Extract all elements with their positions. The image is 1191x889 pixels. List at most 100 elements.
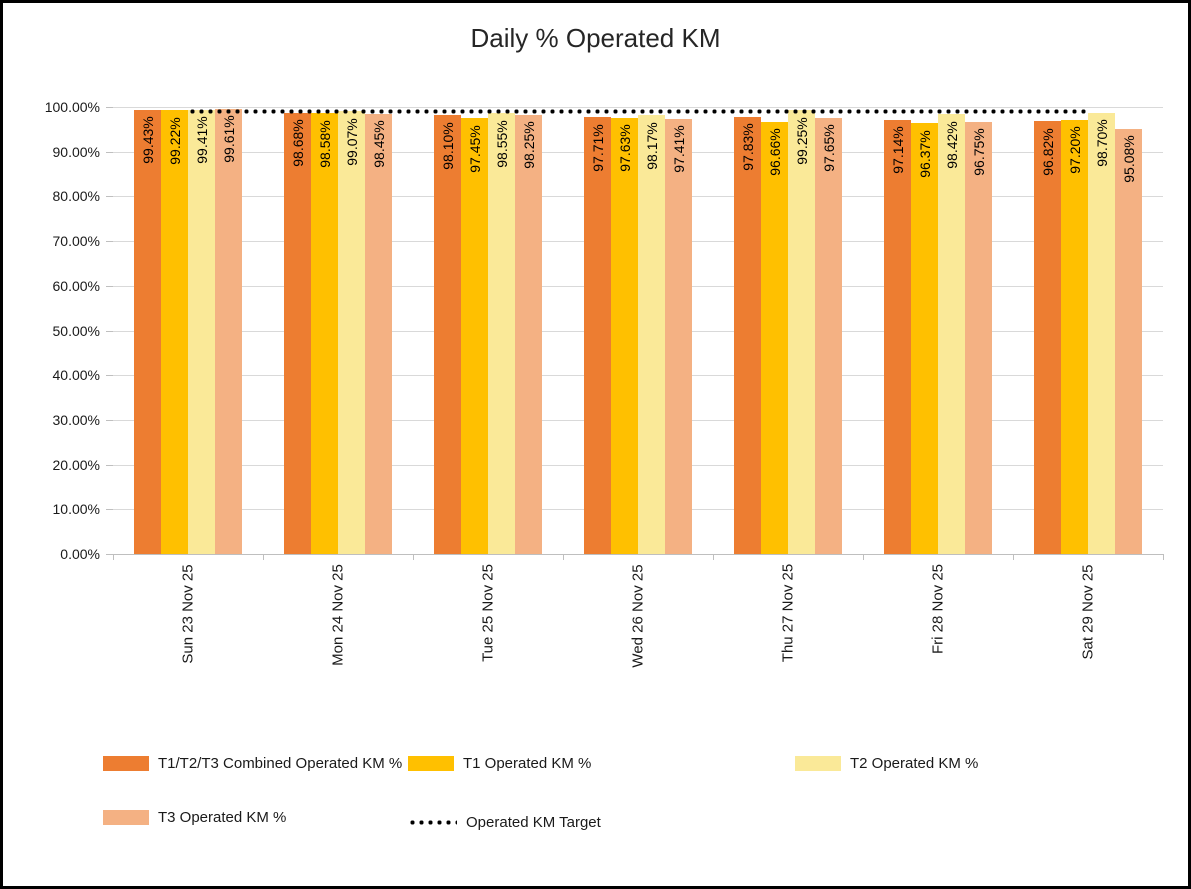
data-label: 97.65% — [820, 124, 837, 172]
data-label: 99.43% — [139, 116, 156, 164]
bar — [911, 123, 938, 554]
bar — [884, 119, 911, 554]
target-line-swatch — [408, 820, 457, 825]
data-label: 99.07% — [343, 117, 360, 166]
x-axis-tick — [113, 554, 114, 560]
data-label: 97.83% — [739, 123, 756, 171]
data-label: 97.20% — [1066, 126, 1083, 174]
y-axis-tick — [106, 554, 113, 555]
legend-item: T1/T2/T3 Combined Operated KM % — [103, 755, 402, 772]
bar — [665, 118, 692, 554]
data-label: 99.61% — [220, 115, 237, 163]
bar — [938, 114, 965, 554]
data-label: 96.75% — [970, 128, 987, 176]
data-label: 95.08% — [1120, 135, 1137, 184]
bar — [1088, 112, 1115, 554]
legend-label: T1 Operated KM % — [463, 755, 592, 772]
y-axis-label: 50.00% — [52, 322, 100, 339]
bar — [188, 109, 215, 554]
y-axis-label: 30.00% — [52, 411, 100, 428]
x-axis-tick — [413, 554, 414, 560]
legend-swatch — [103, 810, 149, 825]
data-label: 96.66% — [766, 128, 783, 177]
bar — [488, 113, 515, 554]
legend-label: T3 Operated KM % — [158, 809, 287, 826]
y-axis-tick — [106, 196, 113, 198]
y-axis-tick — [106, 285, 113, 287]
data-label: 98.55% — [493, 120, 510, 168]
bar — [311, 113, 338, 554]
y-axis-tick — [106, 419, 113, 421]
bar — [338, 111, 365, 554]
y-axis-label: 80.00% — [52, 188, 100, 205]
data-label: 97.14% — [889, 126, 906, 175]
y-axis-tick — [106, 509, 113, 511]
x-axis-line — [113, 554, 1164, 555]
legend-label: T2 Operated KM % — [850, 755, 979, 772]
legend-item: T3 Operated KM % — [103, 809, 286, 826]
data-label: 99.25% — [793, 117, 810, 165]
y-axis-tick — [106, 151, 113, 153]
legend-item-target: Operated KM Target — [408, 814, 601, 831]
y-axis-label: 0.00% — [60, 546, 100, 562]
bar — [365, 113, 392, 554]
bar — [815, 117, 842, 554]
y-axis-label: 20.00% — [52, 456, 100, 473]
bar — [611, 117, 638, 554]
x-axis-label: Fri 28 Nov 25 — [929, 563, 947, 655]
data-label: 96.82% — [1039, 127, 1056, 176]
y-axis-tick — [106, 375, 113, 377]
data-label: 97.63% — [616, 124, 633, 172]
data-label: 97.41% — [670, 125, 687, 173]
x-axis-label: Mon 24 Nov 25 — [329, 564, 347, 666]
x-axis-tick — [863, 554, 864, 560]
data-label: 98.42% — [943, 120, 960, 169]
bar — [584, 117, 611, 554]
bar — [515, 114, 542, 554]
y-axis-label: 60.00% — [52, 277, 100, 294]
chart-title: Daily % Operated KM — [470, 23, 721, 53]
data-label: 98.25% — [520, 121, 537, 170]
bar — [734, 116, 761, 554]
data-label: 98.17% — [643, 121, 660, 170]
y-axis-label: 10.00% — [52, 501, 100, 518]
x-axis-tick — [1163, 554, 1164, 560]
y-axis-label: 70.00% — [52, 233, 100, 250]
data-label: 97.45% — [466, 125, 483, 173]
gridline — [113, 107, 1163, 108]
y-axis-tick — [106, 107, 113, 108]
legend-swatch — [408, 756, 454, 771]
bar — [788, 110, 815, 554]
y-axis-tick — [106, 464, 113, 466]
bar — [461, 118, 488, 554]
data-label: 99.41% — [193, 116, 210, 164]
y-axis-label: 100.00% — [44, 99, 100, 115]
legend-label: T1/T2/T3 Combined Operated KM % — [158, 755, 403, 772]
x-axis-label: Wed 26 Nov 25 — [629, 563, 647, 668]
target-line — [188, 108, 1088, 114]
data-label: 97.71% — [589, 123, 606, 172]
legend-item: T2 Operated KM % — [795, 755, 978, 772]
legend-swatch — [795, 756, 841, 771]
bar — [284, 112, 311, 554]
legend-item: T1 Operated KM % — [408, 755, 591, 772]
legend-swatch — [103, 756, 149, 771]
x-axis-label: Sun 23 Nov 25 — [179, 563, 197, 664]
x-axis-tick — [1013, 554, 1014, 560]
legend-label: Operated KM Target — [466, 814, 601, 831]
x-axis-label: Sat 29 Nov 25 — [1079, 563, 1097, 660]
bar — [161, 110, 188, 554]
bar — [134, 109, 161, 554]
bar — [1034, 121, 1061, 554]
y-axis-tick — [106, 241, 113, 243]
data-label: 98.68% — [289, 119, 306, 168]
data-label: 98.58% — [316, 120, 333, 168]
data-label: 98.70% — [1093, 119, 1110, 168]
data-label: 98.10% — [439, 122, 456, 170]
bar — [638, 115, 665, 554]
data-label: 98.45% — [370, 120, 387, 169]
bar — [761, 121, 788, 554]
bar — [1115, 128, 1142, 554]
bar — [1061, 119, 1088, 554]
